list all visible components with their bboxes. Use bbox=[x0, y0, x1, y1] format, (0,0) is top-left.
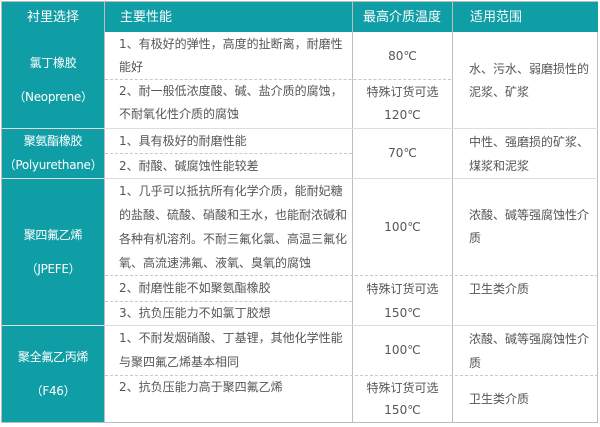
material-code: （JPEFE） bbox=[25, 261, 81, 276]
divider bbox=[452, 2, 453, 422]
temp-special-value: 150℃ bbox=[384, 403, 421, 417]
usage-cell: 水、污水、弱磨损性的泥浆、矿浆 bbox=[469, 61, 590, 99]
temp-cell: 100℃ bbox=[384, 343, 421, 357]
dashed-divider bbox=[105, 153, 352, 154]
temp-special-cell: 特殊订货可选 120℃ bbox=[353, 80, 452, 128]
header-properties: 主要性能 bbox=[104, 2, 352, 32]
property-cell: 1、不耐发烟硝酸、丁基锂，其他化学性能与聚四氟乙烯基本相同 bbox=[119, 331, 343, 369]
property-cell: 1、有极好的弹性，高度的扯断离，耐磨性能好 bbox=[119, 37, 343, 74]
temp-special-value: 150℃ bbox=[384, 305, 421, 320]
material-name: 氯丁橡胶 bbox=[29, 56, 77, 70]
divider bbox=[2, 128, 598, 129]
property-cell: 2、耐酸、碱腐蚀性能较差 bbox=[119, 159, 259, 173]
usage-cell: 卫生类介质 bbox=[469, 281, 530, 296]
material-neoprene: 氯丁橡胶 （Neoprene） bbox=[2, 32, 104, 128]
property-cell: 3、抗负压能力不如氯丁胶想 bbox=[119, 306, 271, 320]
property-cell: 2、抗负压能力高于聚四氟乙烯 bbox=[119, 380, 283, 394]
temp-special-label: 特殊订货可选 bbox=[366, 281, 439, 296]
header-lining: 衬里选择 bbox=[2, 2, 104, 32]
header-usage: 适用范围 bbox=[452, 2, 598, 32]
property-cell: 2、耐磨性能不如聚氨酯橡胶 bbox=[119, 281, 271, 295]
divider bbox=[104, 2, 105, 422]
material-code: （Polyurethane） bbox=[3, 158, 103, 172]
material-polyurethane: 聚氨酯橡胶 （Polyurethane） bbox=[2, 128, 104, 178]
usage-cell: 中性、强磨损的矿浆、煤浆和泥浆 bbox=[469, 134, 590, 173]
property-cell: 1、具有极好的耐磨性能 bbox=[119, 134, 247, 148]
temp-special-label: 特殊订货可选 bbox=[366, 381, 439, 395]
usage-cell: 浓酸、碱等强腐蚀性介质 bbox=[469, 208, 590, 245]
material-code: （F46） bbox=[30, 383, 76, 398]
usage-cell: 浓酸、碱等强腐蚀性介质 bbox=[469, 331, 590, 370]
temp-special-cell: 特殊订货可选 150℃ bbox=[353, 276, 452, 325]
material-ptfe: 聚四氟乙烯 （JPEFE） bbox=[2, 178, 104, 325]
material-name: 聚氨酯橡胶 bbox=[23, 134, 83, 148]
material-name: 聚四氟乙烯 bbox=[23, 227, 83, 242]
material-name: 聚全氟乙丙烯 bbox=[17, 349, 89, 364]
material-code: （Neoprene） bbox=[13, 90, 93, 104]
temp-cell: 80℃ bbox=[388, 48, 417, 63]
temp-cell: 70℃ bbox=[388, 146, 417, 160]
divider bbox=[2, 325, 598, 326]
usage-cell: 卫生类介质 bbox=[469, 391, 530, 406]
property-cell: 1、几乎可以抵抗所有化学介质，能耐妃糖的盐酸、硫酸、硝酸和王水，也能耐浓碱和各种… bbox=[119, 184, 348, 270]
header-max-temp: 最高介质温度 bbox=[352, 2, 452, 32]
temp-cell: 100℃ bbox=[384, 219, 421, 234]
material-f46: 聚全氟乙丙烯 （F46） bbox=[2, 325, 104, 422]
temp-special-cell: 特殊订货可选 150℃ bbox=[353, 376, 452, 422]
dashed-divider bbox=[105, 375, 598, 376]
divider bbox=[2, 178, 598, 179]
dashed-divider bbox=[105, 275, 598, 276]
property-cell: 2、耐一般低浓度酸、碱、盐介质的腐蚀，不耐氧化性介质的腐蚀 bbox=[119, 84, 343, 121]
divider bbox=[352, 2, 353, 422]
dashed-divider bbox=[105, 79, 451, 80]
temp-special-value: 120℃ bbox=[384, 108, 421, 122]
temp-special-label: 特殊订货可选 bbox=[366, 85, 439, 99]
dashed-divider bbox=[105, 301, 352, 302]
